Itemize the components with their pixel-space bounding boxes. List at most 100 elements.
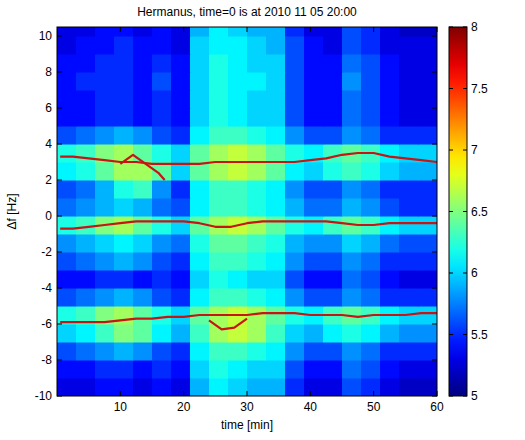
heatmap-cell: [209, 270, 229, 289]
heatmap-cell: [190, 252, 210, 271]
heatmap-cell: [95, 234, 115, 253]
heatmap-cell: [361, 27, 381, 37]
heatmap-cell: [152, 198, 172, 217]
heatmap-cell: [247, 360, 267, 379]
x-tick: [247, 27, 248, 32]
heatmap-cell: [323, 180, 343, 199]
heatmap-cell: [171, 126, 191, 145]
heatmap-cell: [266, 162, 286, 181]
heatmap-cell: [247, 54, 267, 73]
heatmap-cell: [418, 378, 437, 396]
heatmap-cell: [418, 90, 437, 109]
heatmap-cell: [418, 234, 437, 253]
heatmap-cell: [133, 90, 153, 109]
heatmap-cell: [266, 180, 286, 199]
heatmap-cell: [247, 126, 267, 145]
x-tick: [373, 391, 374, 396]
heatmap-cell: [380, 198, 400, 217]
heatmap-cell: [95, 90, 115, 109]
heatmap-cell: [304, 288, 324, 307]
heatmap-cell: [171, 36, 191, 55]
heatmap-cell: [285, 144, 305, 163]
heatmap-cell: [57, 162, 77, 181]
heatmap-cell: [228, 90, 248, 109]
heatmap-cell: [133, 144, 153, 163]
heatmap-cell: [361, 72, 381, 91]
heatmap-cell: [247, 234, 267, 253]
heatmap-cell: [380, 108, 400, 127]
heatmap-cell: [152, 270, 172, 289]
heatmap-cell: [285, 270, 305, 289]
colorbar-tick: [449, 88, 453, 89]
x-tick: [183, 27, 184, 32]
heatmap-cell: [95, 72, 115, 91]
heatmap-cell: [152, 90, 172, 109]
heatmap-cell: [152, 108, 172, 127]
heatmap-cell: [228, 108, 248, 127]
heatmap-cell: [152, 306, 172, 325]
heatmap-cell: [228, 360, 248, 379]
heatmap-cell: [380, 27, 400, 37]
y-tick: [57, 144, 62, 145]
heatmap-cell: [380, 324, 400, 343]
heatmap-cell: [323, 126, 343, 145]
y-tick: [57, 180, 62, 181]
heatmap-cell: [342, 324, 362, 343]
heatmap-cell: [380, 252, 400, 271]
heatmap-cell: [209, 36, 229, 55]
heatmap-cell: [209, 126, 229, 145]
heatmap-cell: [171, 144, 191, 163]
heatmap-cell: [228, 144, 248, 163]
heatmap-cell: [361, 324, 381, 343]
heatmap-cell: [304, 72, 324, 91]
y-tick: [57, 252, 62, 253]
heatmap-cell: [304, 108, 324, 127]
y-tick-label: -8: [41, 353, 52, 367]
heatmap-cell: [133, 378, 153, 396]
y-tick: [432, 324, 437, 325]
heatmap-cell: [285, 162, 305, 181]
heatmap-cell: [323, 252, 343, 271]
y-tick-label: 10: [39, 29, 53, 43]
heatmap-cell: [114, 270, 134, 289]
heatmap-cell: [133, 54, 153, 73]
colorbar-tick: [463, 334, 467, 335]
heatmap-cell: [247, 378, 267, 396]
heatmap-cell: [266, 360, 286, 379]
heatmap-cell: [95, 324, 115, 343]
heatmap-cell: [114, 54, 134, 73]
heatmap-cell: [133, 72, 153, 91]
heatmap-cell: [247, 270, 267, 289]
heatmap-cell: [133, 36, 153, 55]
heatmap-cell: [361, 36, 381, 55]
heatmap-cell: [190, 144, 210, 163]
heatmap-cell: [190, 288, 210, 307]
heatmap-cell: [247, 90, 267, 109]
heatmap-cell: [114, 342, 134, 361]
colorbar-tick-label: 5.5: [471, 328, 488, 342]
heatmap-cell: [171, 234, 191, 253]
x-tick: [310, 391, 311, 396]
heatmap-cell: [323, 378, 343, 396]
heatmap-cell: [152, 234, 172, 253]
colorbar-tick-label: 5: [471, 389, 478, 403]
heatmap-cell: [133, 180, 153, 199]
heatmap-cell: [323, 144, 343, 163]
heatmap-cell: [114, 72, 134, 91]
heatmap-cell: [361, 342, 381, 361]
heatmap-cell: [323, 342, 343, 361]
heatmap-cell: [133, 108, 153, 127]
heatmap-cell: [57, 288, 77, 307]
heatmap-cell: [95, 360, 115, 379]
x-tick: [310, 27, 311, 32]
heatmap-cell: [209, 180, 229, 199]
heatmap-cell: [342, 234, 362, 253]
heatmap-cell: [228, 72, 248, 91]
heatmap-cell: [342, 288, 362, 307]
heatmap-cell: [342, 180, 362, 199]
heatmap-cell: [209, 198, 229, 217]
heatmap-cell: [76, 234, 96, 253]
heatmap-cell: [209, 252, 229, 271]
x-tick-label: 40: [304, 400, 318, 414]
heatmap-cell: [171, 270, 191, 289]
